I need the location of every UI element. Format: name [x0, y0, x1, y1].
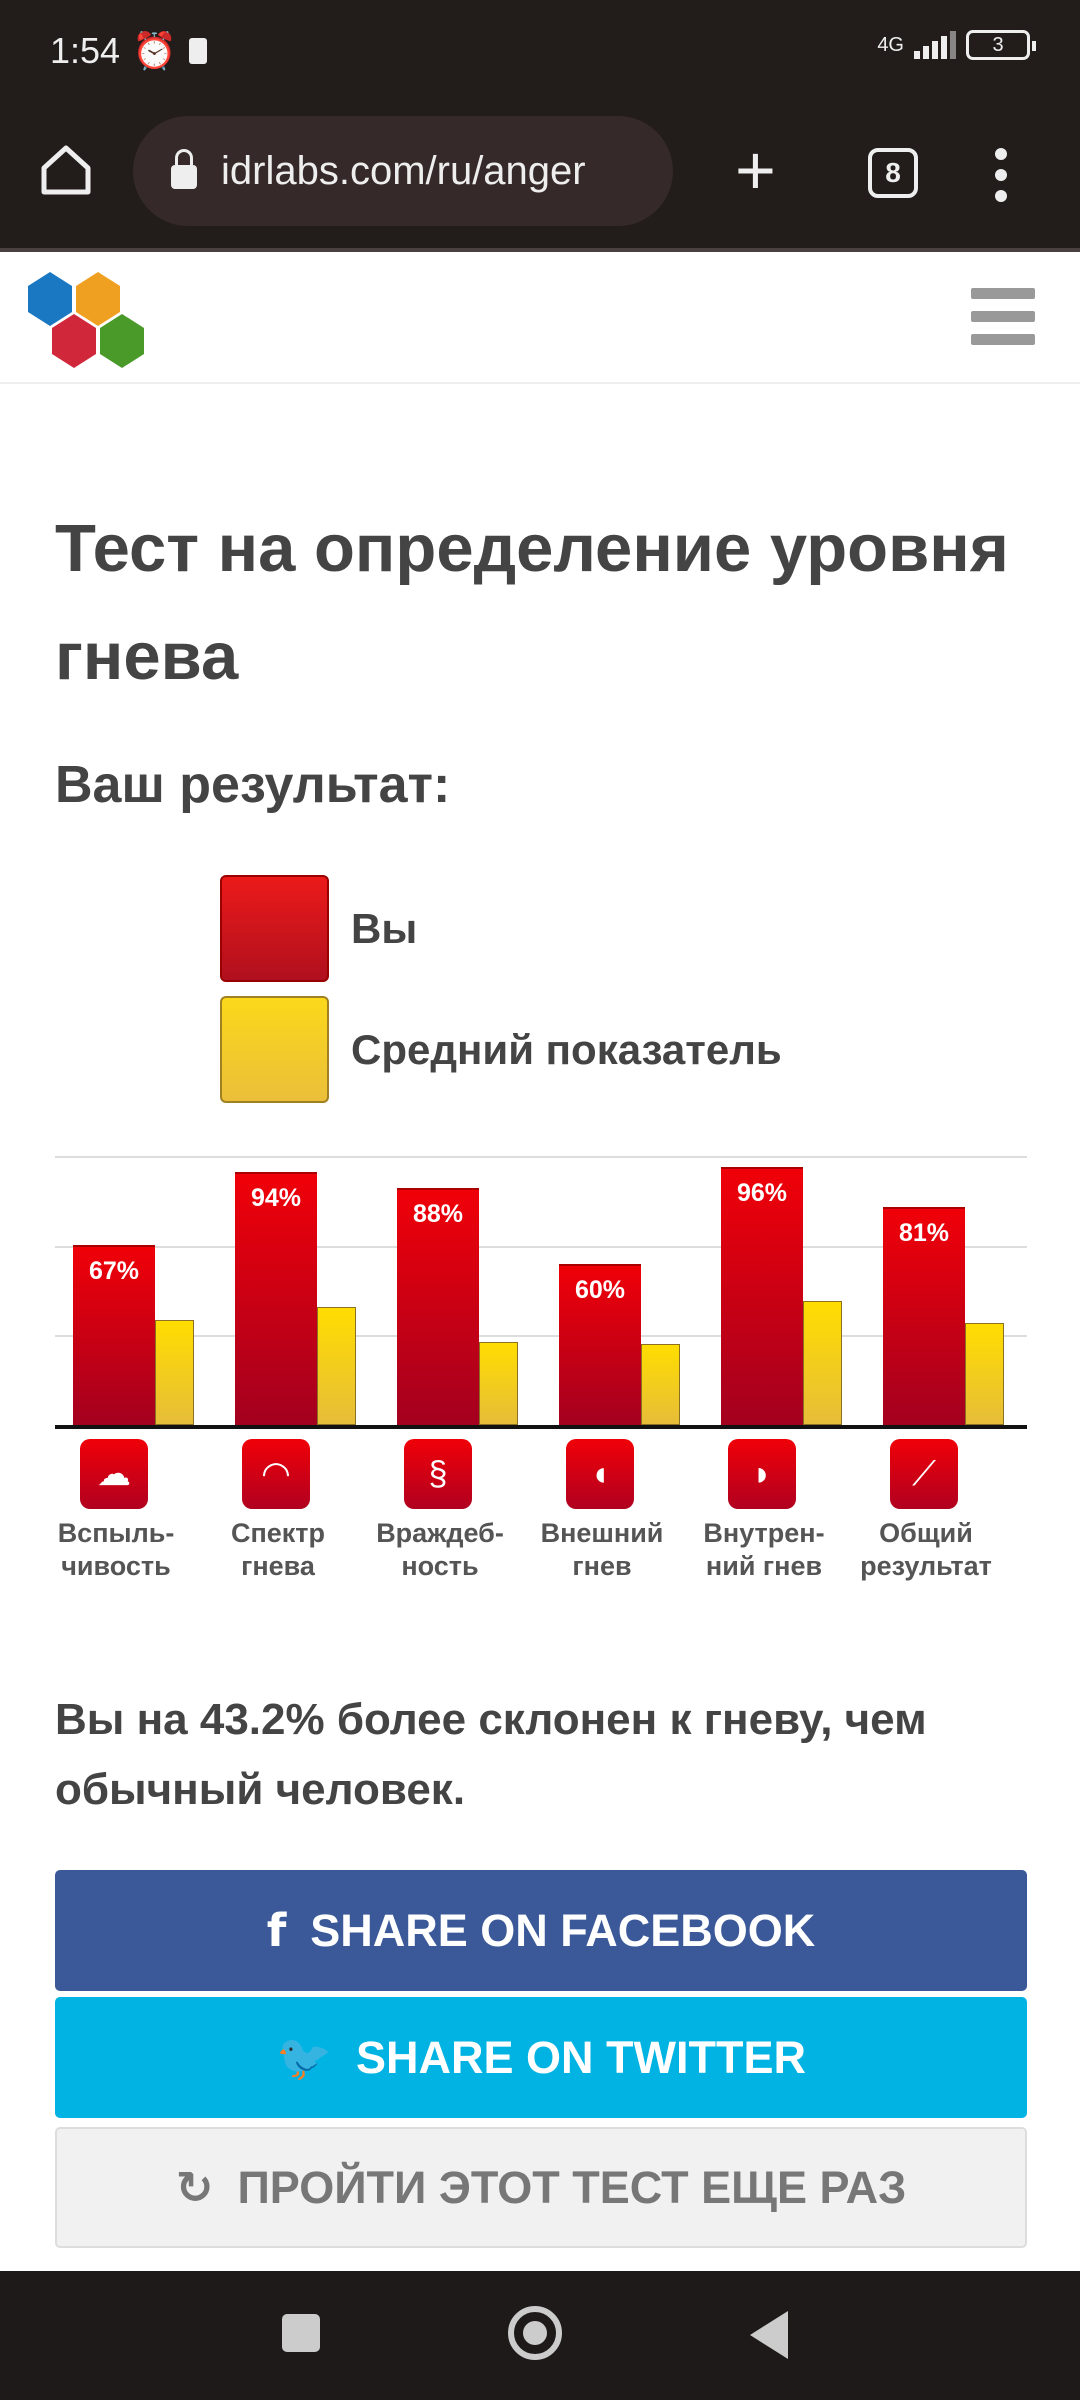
alarm-icon: ⏰ — [132, 30, 177, 71]
tab-switcher-button[interactable]: 8 — [868, 148, 918, 198]
legend-item-you: Вы — [220, 875, 417, 982]
bar-average — [641, 1344, 680, 1425]
bar-you: 94% — [235, 1172, 317, 1425]
bar-you: 88% — [397, 1188, 479, 1425]
snake-icon: § — [404, 1439, 472, 1509]
site-header — [0, 252, 1080, 384]
result-summary: Вы на 43.2% более склонен к гневу, чем о… — [55, 1695, 927, 1814]
legend-item-average: Средний показатель — [220, 996, 782, 1103]
category-label: Враждеб-ность — [376, 1518, 504, 1581]
idrlabs-logo[interactable] — [26, 272, 152, 368]
signal-icon — [914, 31, 956, 59]
battery-saver-icon — [188, 38, 207, 64]
android-nav-bar — [0, 2271, 1080, 2400]
share-twitter-button[interactable]: 🐦 SHARE ON TWITTER — [55, 1997, 1027, 2118]
legend-swatch-yellow — [220, 996, 329, 1103]
bar-value-label: 96% — [736, 1178, 788, 1207]
bar-value-label: 94% — [250, 1184, 302, 1213]
button-label: ПРОЙТИ ЭТОТ ТЕСТ ЕЩЕ РАЗ — [237, 2161, 907, 2213]
bar-you: 67% — [73, 1244, 155, 1425]
button-label: SHARE ON TWITTER — [356, 2031, 806, 2083]
category-label: Внешний гнев — [540, 1518, 664, 1581]
storm-cloud-icon: ☁ — [80, 1439, 148, 1509]
share-facebook-button[interactable]: f SHARE ON FACEBOOK — [55, 1870, 1027, 1991]
fan-spectrum-icon: ◠ — [242, 1439, 310, 1509]
category-label: Спектр гнева — [230, 1518, 326, 1581]
anger-chart: 67% ☁ Вспыль-чивость 94% ◠ Спектр гнева 88% § Вра… — [55, 1150, 1027, 1600]
category-label: Вспыль-чивость — [57, 1518, 175, 1581]
category-label: Общий результат — [860, 1518, 992, 1581]
page-title: Тест на определение уровня гнева — [55, 511, 1009, 694]
bar-average — [479, 1341, 518, 1425]
result-heading: Ваш результат: — [55, 756, 451, 814]
lock-icon — [171, 149, 197, 189]
legend-label: Средний показатель — [351, 1025, 782, 1073]
bar-value-label: 67% — [88, 1256, 140, 1285]
status-bar-left: 1:54 ⏰ — [50, 30, 207, 72]
bar-average — [803, 1301, 842, 1425]
speaking-head-in-icon: ◗ — [728, 1439, 796, 1509]
refresh-icon: ↻ — [175, 2161, 214, 2214]
new-tab-icon[interactable]: + — [735, 131, 776, 209]
facebook-icon: f — [266, 1904, 287, 1957]
home-icon[interactable] — [38, 142, 94, 198]
browser-chrome: 1:54 ⏰ 4G 3 idrlabs.com/ru/anger + 8 — [0, 0, 1080, 248]
gridline — [55, 1335, 1027, 1337]
bar-value-label: 88% — [412, 1200, 464, 1229]
recents-button[interactable] — [282, 2314, 320, 2352]
status-bar-right: 4G 3 — [877, 30, 1036, 60]
bar-you: 81% — [883, 1207, 965, 1425]
divider — [0, 248, 1080, 252]
bar-average — [317, 1306, 356, 1425]
gridline — [55, 1156, 1027, 1158]
bar-average — [965, 1322, 1004, 1425]
home-button[interactable] — [508, 2306, 562, 2360]
button-label: SHARE ON FACEBOOK — [310, 1904, 816, 1956]
back-button[interactable] — [750, 2311, 788, 2359]
bar-you: 60% — [559, 1263, 641, 1425]
bar-you: 96% — [721, 1166, 803, 1425]
bar-value-label: 60% — [574, 1275, 626, 1304]
url-text: idrlabs.com/ru/anger — [221, 148, 586, 193]
line-graph-icon: ⟋ — [890, 1439, 958, 1509]
speaking-head-out-icon: ◖ — [566, 1439, 634, 1509]
twitter-icon: 🐦 — [275, 2031, 333, 2084]
gridline — [55, 1246, 1027, 1248]
clock: 1:54 — [50, 30, 121, 71]
more-menu-icon[interactable] — [995, 148, 1009, 202]
battery-icon: 3 — [966, 30, 1036, 60]
legend-swatch-red — [220, 875, 329, 982]
hamburger-menu-icon[interactable] — [971, 288, 1035, 345]
network-type: 4G — [877, 33, 904, 56]
address-bar[interactable]: idrlabs.com/ru/anger — [133, 116, 673, 226]
bar-average — [155, 1320, 194, 1425]
x-axis — [55, 1425, 1027, 1429]
retake-test-button[interactable]: ↻ ПРОЙТИ ЭТОТ ТЕСТ ЕЩЕ РАЗ — [55, 2127, 1027, 2248]
bar-value-label: 81% — [898, 1219, 950, 1248]
category-label: Внутрен-ний гнев — [703, 1518, 825, 1581]
legend-label: Вы — [351, 904, 418, 952]
